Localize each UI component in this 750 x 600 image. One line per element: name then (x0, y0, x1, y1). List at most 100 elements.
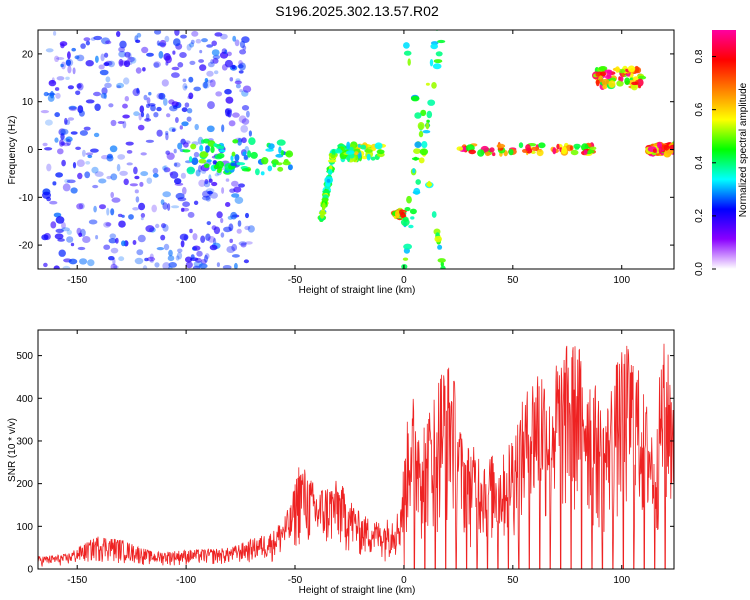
spectrogram-blob (141, 46, 149, 54)
spectrogram-blob (413, 187, 421, 195)
spectrogram-blob (229, 238, 233, 243)
spectrogram-blob (171, 128, 176, 132)
spectrogram-blob (177, 197, 187, 202)
spectrogram-blob (76, 203, 84, 210)
spectrogram-blob (90, 148, 99, 153)
spectrogram-blob (669, 144, 674, 151)
x-tick-label: -50 (288, 275, 303, 286)
spectrogram-blob (182, 186, 187, 195)
spectrogram-blob (54, 233, 64, 240)
spectrogram-blob (366, 153, 371, 161)
spectrogram-blob (177, 142, 183, 150)
spectrogram-blob (163, 167, 171, 173)
spectrogram-blob (232, 35, 237, 42)
spectrogram-blob (192, 233, 198, 241)
spectrogram-blob (156, 247, 165, 251)
spectrogram-blob (66, 236, 74, 243)
spectrogram-blob (139, 105, 145, 113)
spectrogram-blob (59, 41, 68, 47)
spectrogram-blob (180, 172, 186, 179)
spectrogram-blob (65, 76, 70, 81)
spectrogram-blob (238, 241, 247, 246)
spectrogram-blob (57, 238, 65, 242)
spectrogram-blob (205, 188, 215, 194)
spectrogram-blob (123, 60, 131, 68)
x-tick-label: 100 (613, 575, 630, 586)
spectrogram-blob (79, 258, 88, 265)
spectrogram-blob (230, 162, 237, 167)
spectrogram-blob (172, 50, 176, 55)
spectrogram-blob (154, 30, 162, 35)
spectrogram-blob (182, 78, 187, 83)
spectrogram-blob (142, 67, 146, 72)
spectrogram-data (40, 30, 674, 269)
spectrogram-blob (99, 69, 109, 76)
spectrogram-blob (237, 220, 242, 227)
spectrogram-blob (261, 157, 269, 165)
spectrogram-blob (75, 90, 81, 96)
spectrogram-blob (140, 217, 144, 221)
spectrogram-blob (122, 120, 127, 129)
spectrogram-blob (179, 125, 183, 130)
spectrogram-blob (54, 137, 59, 143)
spectrogram-blob (91, 166, 99, 174)
spectrogram-blob (179, 52, 187, 58)
spectrogram-blob (105, 222, 112, 227)
spectrogram-blob (247, 225, 255, 233)
spectrogram-blob (123, 178, 129, 186)
spectrogram-blob (117, 121, 125, 124)
spectrogram-blob (43, 262, 48, 268)
spectrogram-blob (106, 207, 110, 216)
spectrogram-blob (188, 76, 194, 83)
spectrogram-blob (228, 120, 236, 127)
spectrogram-blob (402, 216, 409, 222)
spectrogram-blob (149, 253, 154, 260)
spectrogram-blob (76, 159, 85, 167)
colorbar-tick-label: 0.8 (694, 49, 705, 63)
spectrogram-blob (598, 75, 603, 80)
spectrogram-blob (246, 110, 250, 118)
spectrogram-blob (145, 139, 154, 143)
spectrogram-blob (88, 219, 98, 225)
spectrogram-blob (206, 79, 213, 83)
spectrogram-blob (127, 56, 135, 63)
spectrogram-blob (94, 171, 104, 177)
spectrogram-blob (437, 244, 443, 250)
spectrogram-blob (185, 256, 193, 263)
spectrogram-blob (186, 116, 192, 122)
spectrogram-blob (407, 58, 411, 66)
spectrogram-blob (79, 130, 88, 136)
spectrogram-blob (153, 112, 159, 118)
spectrogram-blob (175, 117, 179, 123)
spectrogram-blob (221, 187, 225, 194)
spectrogram-blob (198, 158, 207, 164)
spectrogram-blob (177, 62, 184, 68)
spectrogram-blob (653, 148, 657, 153)
spectrogram-blob (220, 232, 225, 238)
spectrogram-blob (68, 106, 77, 112)
spectrogram-blob (44, 147, 53, 151)
spectrogram-blob (110, 191, 114, 199)
spectrogram-blob (248, 130, 252, 137)
spectrogram-blob (221, 124, 225, 133)
spectrogram-blob (134, 189, 139, 194)
spectrogram-blob (164, 35, 170, 43)
spectrogram-blob (55, 92, 61, 99)
spectrogram-blob (193, 200, 199, 205)
spectrogram-blob (216, 168, 222, 174)
spectrogram-blob (247, 150, 252, 158)
spectrogram-blob (432, 63, 442, 70)
spectrogram-blob (242, 85, 252, 93)
x-tick-label: 50 (507, 575, 519, 586)
spectrogram-blob (280, 150, 285, 156)
spectrogram-blob (133, 166, 138, 175)
colorbar-tick-label: 0.0 (694, 262, 705, 276)
y-tick-label: 0 (27, 565, 33, 576)
spectrogram-blob (138, 112, 142, 121)
spectrogram-blob (202, 81, 210, 89)
spectrogram-blob (327, 168, 333, 176)
spectrogram-blob (158, 51, 164, 59)
spectrogram-blob (185, 261, 193, 269)
